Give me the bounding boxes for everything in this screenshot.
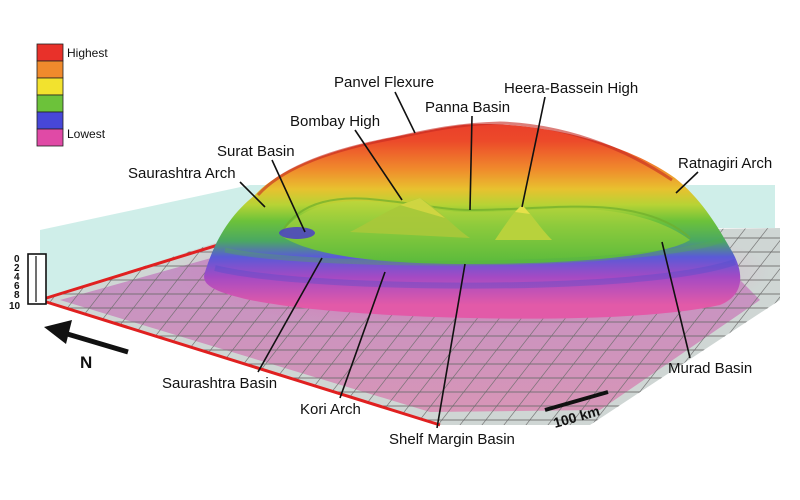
leader-lines <box>239 91 699 429</box>
legend-swatch-4 <box>36 94 64 113</box>
legend-lowest-label: Lowest <box>67 127 106 141</box>
leader-panvel-flexure <box>394 91 416 134</box>
legend-swatch-5 <box>36 111 64 130</box>
leader-surat-basin <box>271 159 306 233</box>
depth-scale: 0 2 4 6 8 10 <box>9 253 47 312</box>
depth-tick-0: 0 <box>14 254 20 265</box>
color-legend: Highest Lowest <box>36 43 108 147</box>
label-panvel-flexure: Panvel Flexure <box>334 74 434 91</box>
leader-murad-basin <box>661 241 691 359</box>
leader-shelf-margin-basin <box>436 263 466 429</box>
basin-dome <box>204 121 741 319</box>
leader-saurashtra-arch <box>239 181 266 208</box>
depth-tick-6: 6 <box>14 281 20 292</box>
label-bombay-high: Bombay High <box>290 113 380 130</box>
leader-saurashtra-basin <box>257 257 323 373</box>
leader-ratnagiri-arch <box>675 171 699 194</box>
label-heera-bassein-high: Heera-Bassein High <box>504 80 638 97</box>
legend-swatch-1 <box>36 43 64 62</box>
leader-panna-basin <box>469 115 473 211</box>
label-surat-basin: Surat Basin <box>217 143 295 160</box>
depth-tick-2: 2 <box>14 263 20 274</box>
legend-swatch-6 <box>36 128 64 147</box>
legend-swatch-3 <box>36 77 64 96</box>
leader-kori-arch <box>339 271 386 399</box>
depth-tick-10: 10 <box>9 301 21 312</box>
label-saurashtra-arch: Saurashtra Arch <box>128 165 236 182</box>
label-ratnagiri-arch: Ratnagiri Arch <box>678 155 772 172</box>
north-label: N <box>80 353 92 372</box>
north-arrow: N <box>44 320 129 372</box>
label-saurashtra-basin: Saurashtra Basin <box>162 375 277 392</box>
depth-tick-4: 4 <box>14 272 20 283</box>
label-panna-basin: Panna Basin <box>425 99 510 116</box>
leader-bombay-high <box>354 129 403 201</box>
feature-labels: Panvel Flexure Heera-Bassein High Panna … <box>128 74 772 448</box>
label-murad-basin: Murad Basin <box>668 360 752 377</box>
leader-heera-bassein-high <box>521 96 546 208</box>
label-kori-arch: Kori Arch <box>300 401 361 418</box>
legend-swatch-2 <box>36 60 64 79</box>
depth-tick-8: 8 <box>14 290 20 301</box>
legend-highest-label: Highest <box>67 46 108 60</box>
label-shelf-margin-basin: Shelf Margin Basin <box>389 431 515 448</box>
